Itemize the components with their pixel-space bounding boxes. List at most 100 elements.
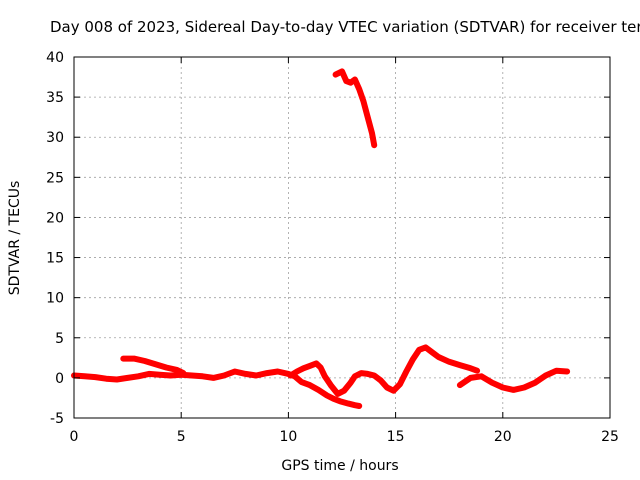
series-track-e bbox=[332, 68, 378, 149]
data-point bbox=[142, 358, 148, 364]
data-point bbox=[288, 373, 293, 378]
data-point bbox=[243, 371, 248, 377]
y-tick-label: 5 bbox=[55, 331, 64, 347]
data-point bbox=[200, 373, 206, 379]
data-point bbox=[264, 370, 270, 376]
data-point bbox=[120, 356, 126, 362]
data-point bbox=[298, 379, 304, 385]
series-track-c bbox=[287, 344, 481, 397]
data-point bbox=[371, 142, 377, 148]
data-point bbox=[253, 373, 259, 378]
series-line bbox=[456, 367, 571, 393]
data-point bbox=[337, 398, 343, 404]
ticks bbox=[73, 56, 611, 419]
data-point bbox=[324, 393, 330, 398]
x-tick-label: 15 bbox=[387, 429, 405, 445]
tick-labels: 0 5 10 15 20 25 -5 0 5 10 15 20 25 30 35 40 bbox=[46, 50, 619, 445]
data-point bbox=[360, 98, 366, 104]
data-point bbox=[232, 369, 238, 374]
y-tick-label: 30 bbox=[46, 130, 64, 146]
data-point bbox=[352, 402, 358, 408]
data-point bbox=[478, 373, 484, 379]
data-point bbox=[163, 365, 169, 370]
data-point bbox=[457, 382, 463, 388]
data-point bbox=[114, 377, 120, 382]
data-point bbox=[457, 362, 463, 368]
y-tick-label: 20 bbox=[46, 210, 64, 226]
data-point bbox=[391, 388, 396, 394]
data-point bbox=[341, 388, 347, 394]
data-point bbox=[335, 391, 341, 397]
data-point bbox=[348, 380, 354, 386]
series-track-d bbox=[456, 367, 571, 393]
grid bbox=[74, 57, 610, 418]
x-tick-label: 5 bbox=[177, 429, 186, 445]
data-point bbox=[446, 359, 452, 365]
data-point bbox=[521, 385, 527, 390]
x-tick-label: 25 bbox=[601, 429, 619, 445]
data-point bbox=[564, 369, 570, 374]
data-point bbox=[474, 368, 480, 374]
data-point bbox=[153, 361, 158, 367]
data-point bbox=[333, 72, 339, 78]
data-point bbox=[313, 360, 319, 366]
x-axis-label: GPS time / hours bbox=[281, 458, 398, 474]
x-tick-label: 0 bbox=[70, 429, 79, 445]
data-point bbox=[174, 367, 180, 373]
data-point bbox=[356, 86, 362, 92]
data-point bbox=[532, 380, 538, 386]
data-point bbox=[410, 356, 416, 362]
data-point bbox=[403, 369, 409, 374]
data-point bbox=[125, 375, 131, 381]
data-point bbox=[553, 368, 559, 374]
data-point bbox=[429, 349, 435, 355]
data-point bbox=[489, 380, 495, 386]
data-point bbox=[210, 375, 216, 381]
data-point bbox=[343, 78, 349, 84]
data-point bbox=[378, 377, 384, 383]
data-point bbox=[92, 374, 98, 380]
y-tick-label: 0 bbox=[55, 371, 64, 387]
data-point bbox=[369, 130, 375, 136]
data-point bbox=[348, 80, 354, 86]
x-tick-label: 10 bbox=[279, 429, 297, 445]
data-point bbox=[168, 373, 173, 378]
data-point bbox=[189, 373, 195, 378]
series-layer bbox=[71, 68, 571, 409]
data-point bbox=[318, 365, 324, 370]
x-tick-label: 20 bbox=[494, 429, 512, 445]
data-point bbox=[423, 344, 429, 350]
data-point bbox=[328, 383, 334, 389]
data-point bbox=[135, 373, 141, 379]
data-point bbox=[416, 347, 422, 353]
data-point bbox=[365, 371, 371, 377]
y-tick-label: 35 bbox=[46, 90, 64, 106]
data-point bbox=[345, 401, 351, 407]
data-point bbox=[103, 376, 109, 382]
data-point bbox=[82, 373, 88, 379]
data-point bbox=[397, 381, 403, 387]
data-point bbox=[468, 375, 474, 381]
data-point bbox=[307, 363, 313, 369]
data-point bbox=[358, 370, 364, 376]
data-point bbox=[352, 373, 358, 379]
y-tick-label: 15 bbox=[46, 251, 64, 267]
series-line bbox=[332, 68, 378, 149]
data-point bbox=[371, 373, 377, 378]
series-track-a bbox=[71, 368, 363, 409]
data-point bbox=[500, 385, 506, 390]
data-point bbox=[330, 396, 336, 402]
data-point bbox=[221, 373, 227, 378]
data-point bbox=[315, 387, 321, 393]
data-point bbox=[543, 373, 549, 378]
data-point bbox=[131, 356, 137, 362]
y-tick-label: 10 bbox=[46, 291, 64, 307]
chart-title: Day 008 of 2023, Sidereal Day-to-day VTE… bbox=[50, 18, 640, 36]
data-point bbox=[511, 387, 516, 393]
data-point bbox=[157, 372, 163, 378]
data-point bbox=[339, 68, 345, 74]
data-point bbox=[356, 403, 362, 409]
y-axis-label: SDTVAR / TECUs bbox=[7, 181, 23, 296]
y-tick-label: 40 bbox=[46, 50, 64, 66]
